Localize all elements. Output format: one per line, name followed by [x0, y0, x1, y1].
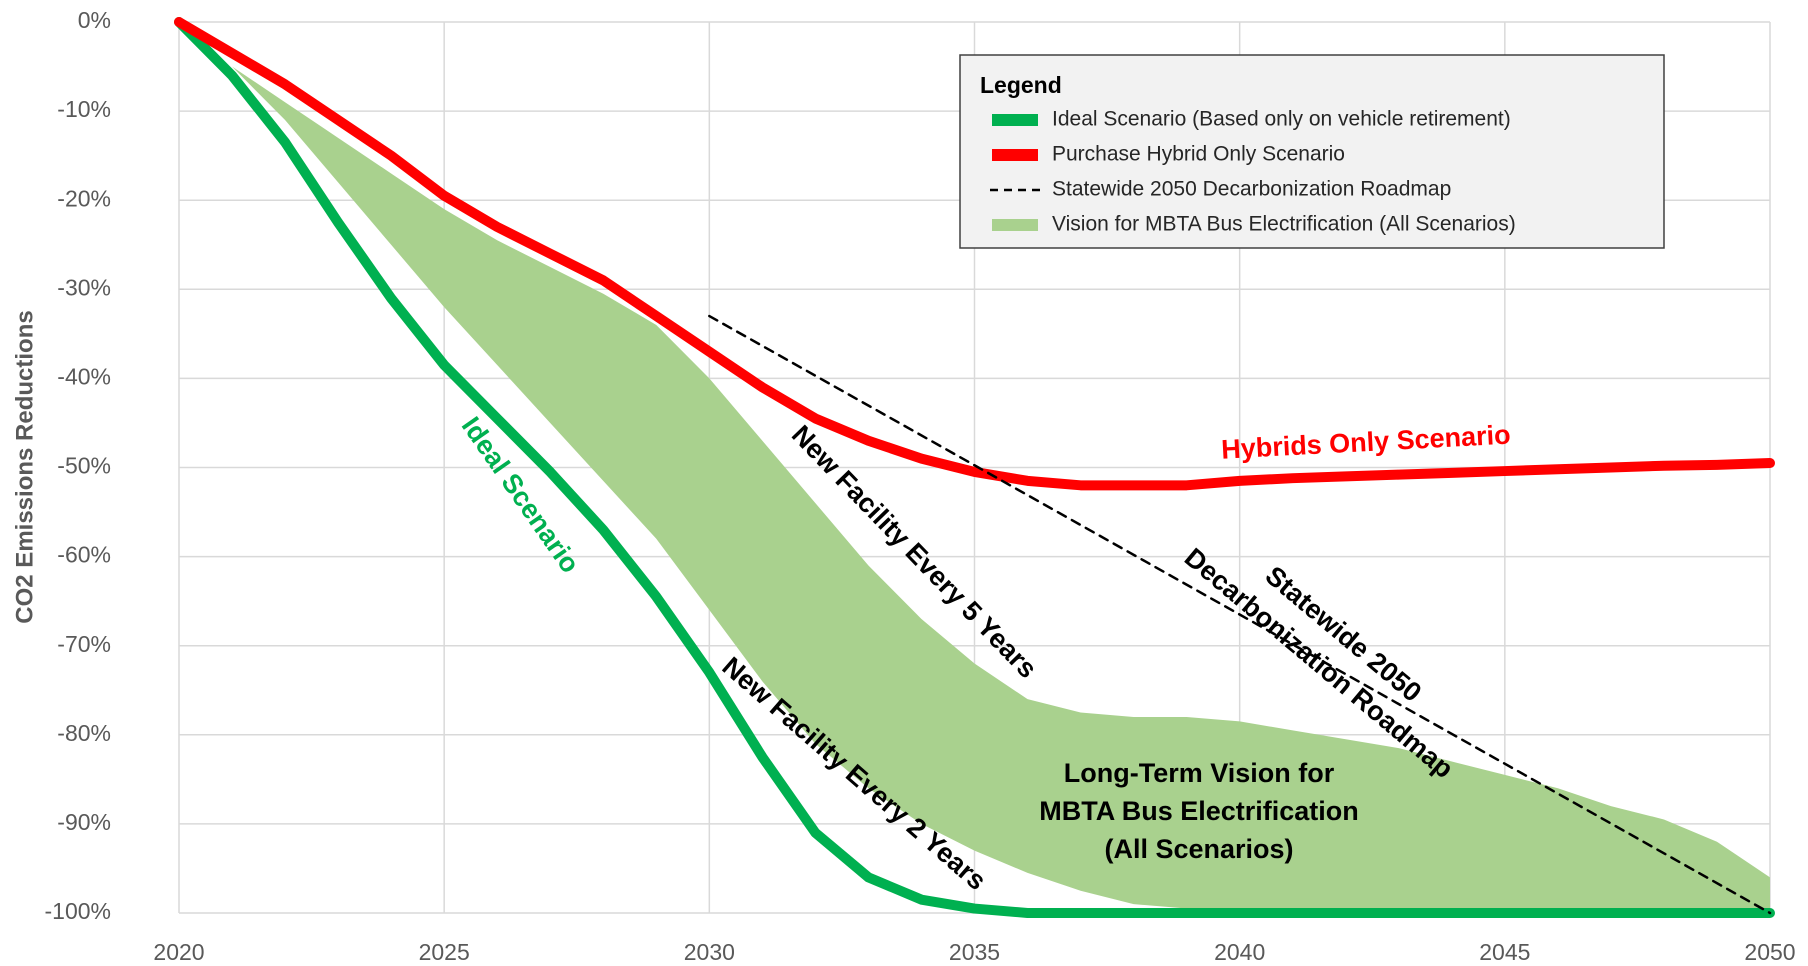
y-tick-label: -80% — [57, 720, 111, 746]
y-tick-label: -50% — [57, 453, 111, 479]
line — [174, 17, 1775, 491]
y-tick-label: 0% — [78, 7, 111, 33]
legend-label: Ideal Scenario (Based only on vehicle re… — [1052, 108, 1511, 131]
annotation-text: Hybrids Only Scenario — [1221, 420, 1512, 465]
line — [174, 17, 1775, 918]
legend-label: Statewide 2050 Decarbonization Roadmap — [1052, 178, 1451, 201]
y-axis-title: CO2 Emissions Reductions — [11, 310, 38, 623]
x-tick-label: 2025 — [419, 939, 470, 965]
y-tick-label: -10% — [57, 96, 111, 122]
annotation-text: (All Scenarios) — [1104, 834, 1293, 864]
legend-label: Purchase Hybrid Only Scenario — [1052, 143, 1345, 166]
y-tick-label: -70% — [57, 631, 111, 657]
y-tick-label: -40% — [57, 363, 111, 389]
y-tick-label: -100% — [45, 898, 111, 924]
legend-box — [959, 54, 1665, 249]
annotation-text: Long-Term Vision for — [1064, 758, 1335, 788]
x-tick-label: 2030 — [684, 939, 735, 965]
legend-title: Legend — [980, 72, 1062, 98]
area-band — [179, 22, 1770, 913]
y-tick-label: -30% — [57, 274, 111, 300]
annotation: Hybrids Only Scenario — [1221, 420, 1512, 465]
legend-swatch — [992, 114, 1038, 126]
legend: Legend Ideal Scenario (Based only on vehi… — [959, 54, 1665, 249]
legend-swatch — [992, 149, 1038, 161]
x-tick-label: 2050 — [1744, 939, 1795, 965]
x-tick-label: 2045 — [1479, 939, 1530, 965]
x-tick-label: 2020 — [153, 939, 204, 965]
x-tick-label: 2040 — [1214, 939, 1265, 965]
annotation: Long-Term Vision for MBTA Bus Electrifica… — [1039, 758, 1359, 864]
y-tick-label: -90% — [57, 809, 111, 835]
legend-swatch — [992, 219, 1038, 231]
dashed-line — [708, 314, 1772, 915]
legend-label: Vision for MBTA Bus Electrification (All… — [1052, 213, 1516, 236]
y-tick-label: -60% — [57, 542, 111, 568]
x-tick-label: 2035 — [949, 939, 1000, 965]
y-tick-label: -20% — [57, 185, 111, 211]
annotation-text: MBTA Bus Electrification — [1039, 796, 1359, 826]
